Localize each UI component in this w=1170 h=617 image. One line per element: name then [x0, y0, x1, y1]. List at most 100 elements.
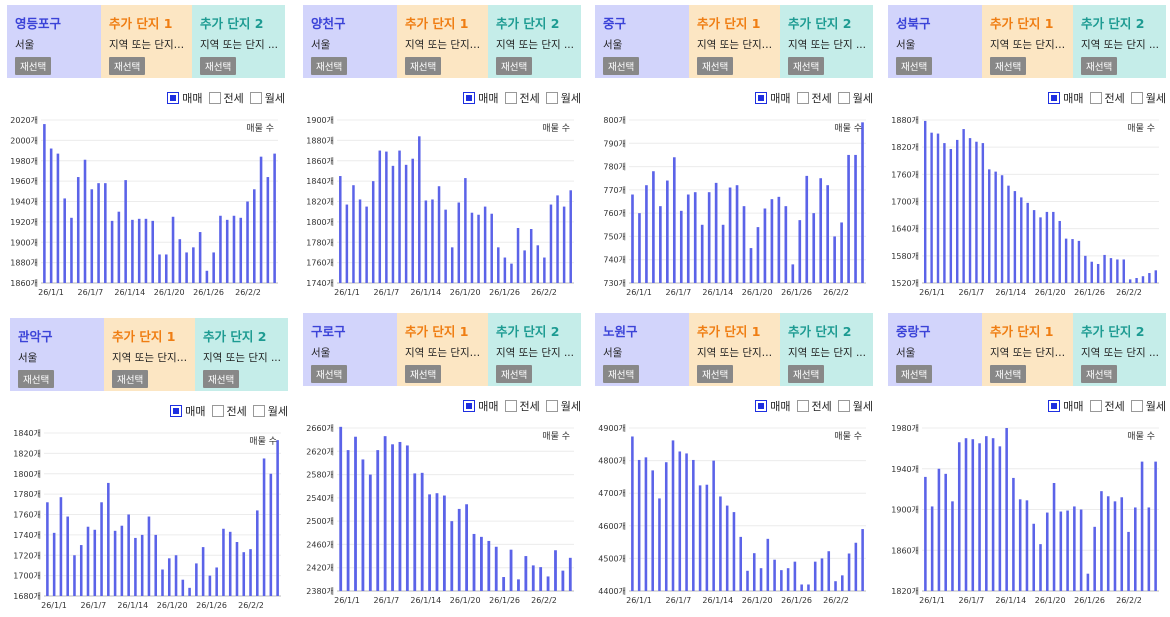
bar[interactable]: [1039, 217, 1042, 283]
bar[interactable]: [554, 550, 557, 591]
bar[interactable]: [1140, 461, 1144, 591]
checkbox-icon[interactable]: [167, 92, 180, 104]
bar[interactable]: [692, 459, 695, 591]
reselect-button[interactable]: 재선택: [203, 370, 240, 388]
reselect-button[interactable]: 재선택: [896, 365, 933, 383]
bar[interactable]: [405, 445, 409, 591]
bar[interactable]: [371, 181, 375, 284]
bar[interactable]: [339, 426, 343, 591]
bar[interactable]: [503, 257, 507, 283]
bar[interactable]: [998, 446, 1002, 591]
bar[interactable]: [391, 444, 394, 591]
bar[interactable]: [671, 440, 675, 591]
bar[interactable]: [1007, 185, 1010, 283]
checkbox-icon[interactable]: [504, 92, 517, 104]
bar[interactable]: [854, 542, 858, 591]
bar[interactable]: [1109, 258, 1113, 283]
bar[interactable]: [1093, 526, 1096, 591]
reselect-button[interactable]: 재선택: [496, 57, 533, 75]
bar[interactable]: [110, 220, 114, 283]
reselect-button[interactable]: 재선택: [112, 370, 149, 388]
bar[interactable]: [1013, 191, 1017, 283]
bar[interactable]: [672, 157, 676, 283]
bar[interactable]: [800, 584, 803, 591]
bar[interactable]: [698, 485, 702, 591]
additional-complex-2-cell[interactable]: 추가 단지 2 지역 또는 단지 ... 재선택: [780, 5, 873, 78]
reselect-button[interactable]: 재선택: [15, 57, 52, 75]
bar[interactable]: [470, 212, 474, 283]
bar[interactable]: [435, 493, 439, 591]
bar[interactable]: [1064, 238, 1068, 283]
bar[interactable]: [93, 529, 97, 596]
bar[interactable]: [1071, 239, 1074, 283]
bar[interactable]: [841, 575, 844, 591]
bar[interactable]: [529, 229, 533, 283]
reselect-button[interactable]: 재선택: [603, 57, 640, 75]
bar[interactable]: [770, 199, 774, 283]
bar[interactable]: [659, 206, 662, 283]
bar[interactable]: [826, 185, 829, 283]
bar[interactable]: [756, 227, 760, 283]
checkbox-icon[interactable]: [545, 400, 558, 412]
additional-complex-1-cell[interactable]: 추가 단지 1 지역 또는 단지 ... 재선택: [689, 313, 780, 386]
bar[interactable]: [739, 536, 743, 591]
bar[interactable]: [937, 468, 941, 591]
bar[interactable]: [457, 508, 461, 591]
bar[interactable]: [1000, 175, 1004, 283]
bar[interactable]: [195, 563, 198, 596]
bar[interactable]: [523, 250, 526, 283]
bar[interactable]: [1116, 259, 1119, 283]
bar[interactable]: [46, 502, 49, 596]
bar[interactable]: [766, 538, 770, 591]
reselect-button[interactable]: 재선택: [697, 57, 734, 75]
bar[interactable]: [1052, 211, 1055, 283]
checkbox-icon[interactable]: [1089, 92, 1102, 104]
checkbox-icon[interactable]: [1048, 400, 1061, 412]
bar[interactable]: [472, 533, 476, 591]
bar[interactable]: [494, 546, 498, 591]
bar[interactable]: [59, 497, 63, 596]
bar[interactable]: [158, 254, 161, 283]
bar[interactable]: [652, 171, 655, 283]
checkbox-icon[interactable]: [463, 92, 476, 104]
bar[interactable]: [346, 450, 350, 591]
bar[interactable]: [83, 159, 87, 283]
additional-complex-1-cell[interactable]: 추가 단지 1 지역 또는 단지 ... 재선택: [982, 313, 1073, 386]
bar[interactable]: [725, 505, 729, 591]
bar[interactable]: [147, 516, 151, 596]
additional-complex-2-cell[interactable]: 추가 단지 2 지역 또는 단지 ... 재선택: [1073, 5, 1166, 78]
bar[interactable]: [981, 143, 985, 283]
legend-sale-toggle[interactable]: 매매: [463, 90, 499, 106]
bar[interactable]: [645, 185, 648, 283]
bar[interactable]: [420, 472, 424, 591]
reselect-button[interactable]: 재선택: [311, 365, 348, 383]
bar[interactable]: [1066, 510, 1069, 591]
checkbox-icon[interactable]: [837, 400, 850, 412]
bar[interactable]: [239, 217, 243, 283]
bar[interactable]: [208, 575, 212, 597]
bar[interactable]: [442, 495, 446, 591]
bar[interactable]: [167, 558, 171, 596]
bar[interactable]: [1148, 273, 1151, 283]
legend-sale-toggle[interactable]: 매매: [755, 398, 791, 414]
bar[interactable]: [497, 247, 500, 283]
legend-wolse-toggle[interactable]: 월세: [1130, 398, 1166, 414]
reselect-button[interactable]: 재선택: [1081, 57, 1118, 75]
bar[interactable]: [192, 247, 195, 283]
bar[interactable]: [365, 206, 368, 283]
bar[interactable]: [383, 436, 387, 591]
bar[interactable]: [1096, 263, 1100, 283]
reselect-button[interactable]: 재선택: [788, 365, 825, 383]
bar[interactable]: [437, 186, 441, 283]
bar[interactable]: [763, 208, 767, 283]
bar[interactable]: [780, 570, 783, 591]
bar[interactable]: [444, 209, 447, 283]
bar[interactable]: [90, 189, 94, 283]
bar[interactable]: [1122, 259, 1125, 283]
bar[interactable]: [1045, 512, 1049, 591]
bar[interactable]: [705, 484, 709, 591]
bar[interactable]: [561, 570, 565, 592]
bar[interactable]: [480, 536, 483, 591]
reselect-button[interactable]: 재선택: [990, 365, 1027, 383]
bar[interactable]: [352, 185, 355, 283]
